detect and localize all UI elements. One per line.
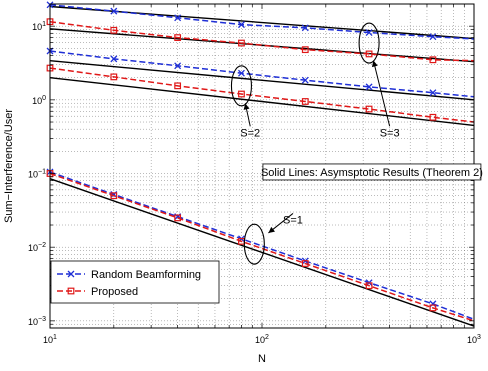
legend-frame [50,260,220,304]
annotation-arrow [372,60,391,127]
x-tick-label: 102 [255,334,269,345]
proposed-marker [365,50,373,58]
random-marker [110,55,118,63]
y-tick-label: 100 [32,95,46,106]
annotation-arrowhead [268,226,275,233]
proposed-marker [429,113,437,121]
annotation-ellipse [230,65,253,107]
proposed-marker [174,34,182,41]
x-tick-label: 101 [43,334,57,345]
annotation-ellipse [243,223,265,265]
box-note-text: Solid Lines: Asymsptotic Results (Theore… [261,167,483,179]
annotation-label: S=3 [380,127,400,139]
box-note-frame [262,163,482,181]
box-note: Solid Lines: Asymsptotic Results (Theore… [261,163,483,181]
proposed-series-S3 [49,20,475,62]
random-marker [301,76,309,84]
random-marker [237,69,245,77]
proposed-marker [429,56,437,64]
annotation-label: S=2 [240,127,260,139]
annotations-layer: S=3 S=2 S=1 [230,22,400,265]
asymptotic-series-S2 [49,76,475,127]
y-tick-label: 10−1 [28,169,46,180]
random-marker [174,62,182,70]
random-series-S3 [49,4,475,40]
proposed-marker [429,304,437,312]
legend-label-proposed: Proposed [91,286,138,298]
random-series-S2 [49,50,475,98]
random-marker [365,83,373,91]
asymptotic-series-S1 [49,178,475,327]
annotation-ellipse [358,22,380,64]
proposed-series-S2 [49,67,475,123]
legend: Random Beamforming Proposed [50,260,220,304]
y-tick-label: 10−2 [28,242,46,253]
random-marker [365,29,373,36]
proposed-marker [365,105,373,113]
proposed-marker [67,287,75,295]
random-series-S1 [49,171,475,321]
random-marker [429,300,437,308]
x-tick-label: 103 [467,334,481,345]
proposed-marker [110,73,118,81]
random-marker [301,24,309,32]
proposed-marker [238,90,245,98]
y-tick-label: 10−3 [28,316,46,327]
legend-label-random: Random Beamforming [91,269,201,281]
x-axis-title: N [258,353,266,365]
random-marker [67,270,75,278]
series-layer [46,1,475,327]
y-tick-label: 101 [32,21,46,32]
asymptotic-series-S3 [49,5,475,40]
proposed-series-S1 [49,172,475,322]
random-marker [237,21,245,29]
proposed-marker [110,192,118,200]
random-marker [110,7,118,15]
asymptotic-series-S2 [49,59,475,101]
proposed-marker [110,26,118,34]
random-marker [429,33,437,41]
annotation-arrowhead [371,60,378,68]
proposed-marker [174,214,182,222]
proposed-marker [301,260,309,267]
asymptotic-series-S3 [49,28,475,63]
annotation-arrowhead [243,103,250,110]
proposed-marker [301,46,309,54]
proposed-marker [174,82,182,90]
proposed-marker [301,98,309,105]
random-marker [174,14,182,22]
annotation-label: S=1 [283,214,303,226]
random-marker [429,89,437,97]
proposed-marker [238,39,245,47]
y-axis-title: Sum−Interference/User [3,109,15,223]
proposed-marker [365,282,373,290]
